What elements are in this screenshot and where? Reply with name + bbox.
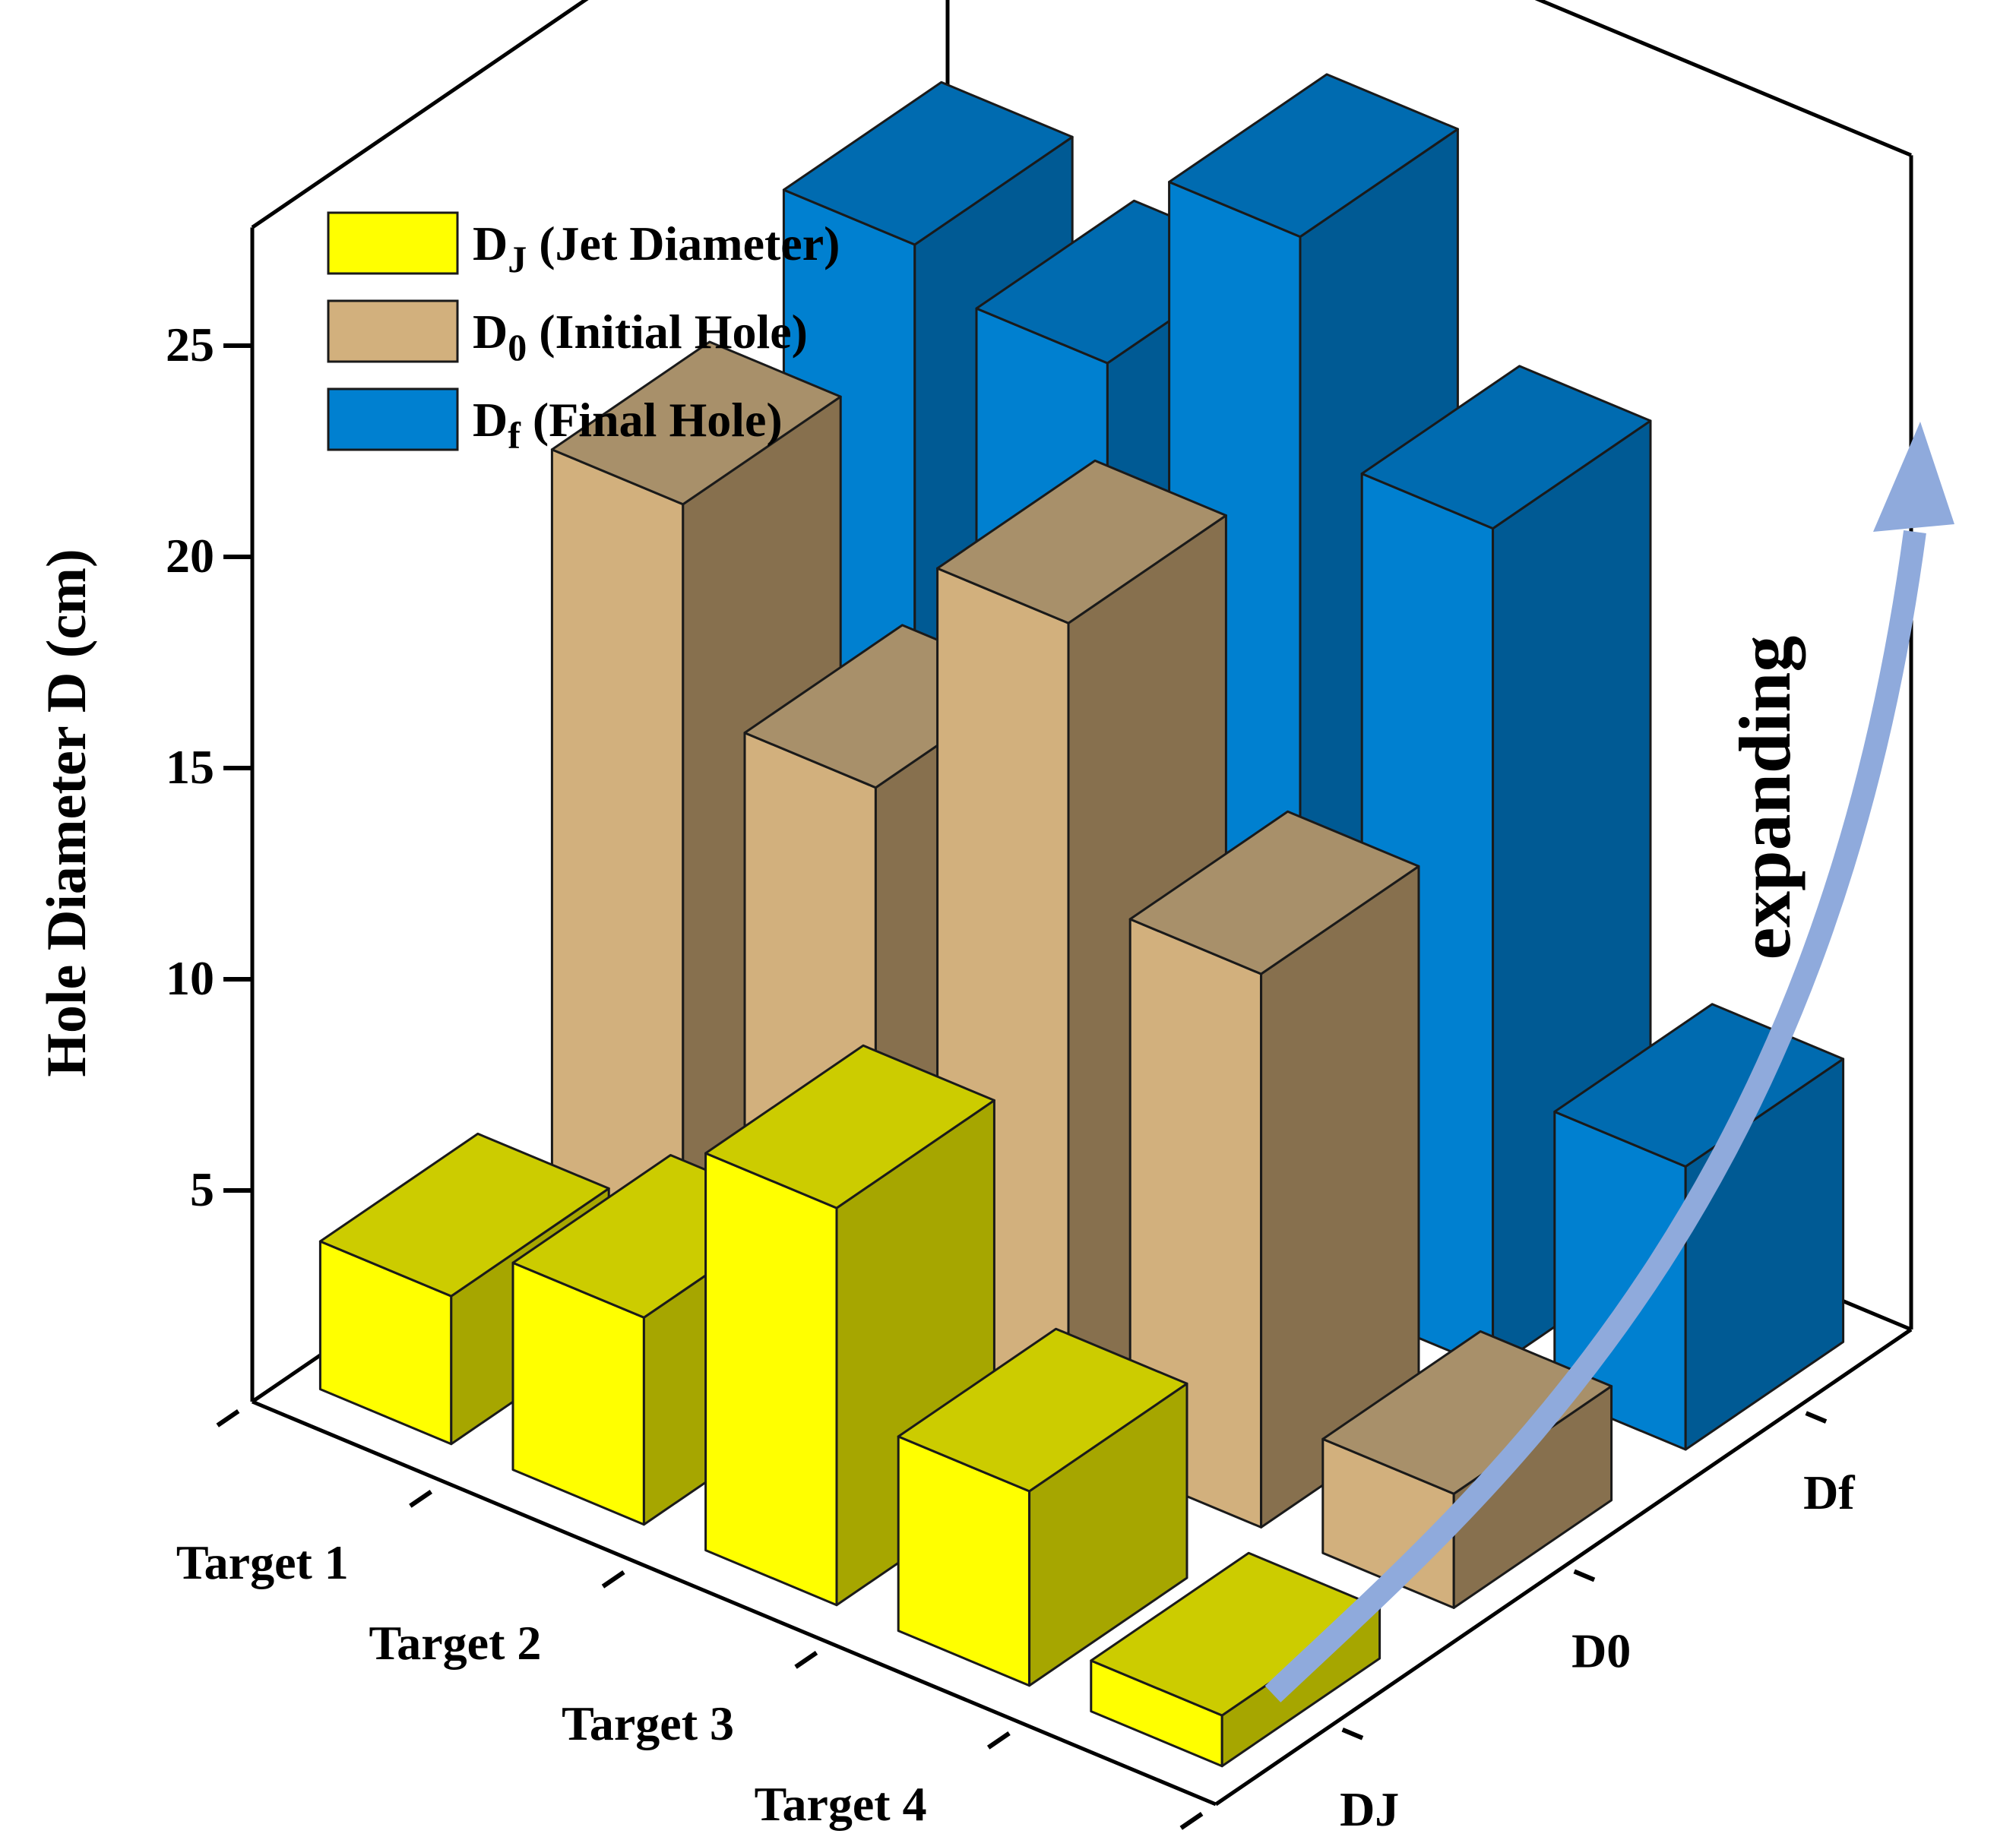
y-axis-title: Hole Diameter D (cm): [36, 549, 98, 1076]
depth-tick: [1573, 1569, 1596, 1582]
depth-tick: [1805, 1411, 1828, 1424]
frame-edge: [252, 1399, 1217, 1807]
x-tick-label-target-4: Target 4: [755, 1777, 927, 1831]
x-tick-label-target-2: Target 2: [369, 1616, 541, 1670]
bar-top-face: [318, 1132, 610, 1298]
legend-swatch-df: [327, 387, 459, 451]
legend-swatch-dj: [327, 211, 459, 275]
depth-tick-label-dj: DJ: [1340, 1782, 1399, 1836]
legend-label-d0: D0 (Initial Hole): [473, 305, 808, 368]
depth-tick-label-df: Df: [1803, 1465, 1855, 1519]
bar-top-face: [550, 340, 842, 506]
x-tick-label-target-3: Target 3: [562, 1696, 734, 1750]
bar-top-face: [1168, 73, 1459, 239]
x-tick: [986, 1731, 1011, 1750]
bar-top-face: [782, 81, 1074, 246]
y-tick-label: 10: [166, 951, 214, 1005]
frame-edge: [1214, 1327, 1913, 1807]
x-tick-label-target-1: Target 1: [176, 1535, 349, 1589]
frame-edge: [1534, 0, 1912, 157]
bar-top-face: [704, 1044, 995, 1209]
depth-tick: [1341, 1728, 1364, 1740]
annotation-group: expanding: [1264, 422, 1954, 1702]
bar-top-face: [1321, 1330, 1613, 1495]
bar-dj-target-4: [897, 1327, 1188, 1687]
expanding-label: expanding: [1724, 636, 1806, 960]
bar-top-face: [936, 459, 1227, 624]
bar-top-face: [897, 1327, 1188, 1493]
frame-edge: [251, 0, 589, 229]
y-tick-label: 20: [166, 529, 214, 583]
y-axis: 5 10 15 20 25: [166, 318, 252, 1216]
expanding-arrow-head: [1873, 422, 1954, 532]
y-tick-label: 5: [190, 1162, 214, 1216]
y-tick-label: 15: [166, 740, 214, 794]
bar-front-face: [704, 1152, 838, 1607]
legend-swatch-d0: [327, 299, 459, 363]
bar-dj-target-5: [1090, 1551, 1381, 1768]
legend-label-df: Df (Final Hole): [473, 393, 783, 457]
x-tick: [794, 1651, 818, 1669]
expanding-arrow: [1264, 530, 1926, 1702]
bar-top-face: [1128, 810, 1420, 975]
x-tick: [1179, 1812, 1204, 1830]
x-tick: [216, 1409, 240, 1427]
legend: DJ (Jet Diameter) D0 (Initial Hole) Df (Fi…: [327, 211, 840, 457]
x-tick: [601, 1570, 625, 1589]
bar-d0-target-4: [1128, 810, 1420, 1529]
depth-tick-label-d0: D0: [1571, 1623, 1631, 1677]
y-tick-label: 25: [166, 318, 214, 371]
legend-label-dj: DJ (Jet Diameter): [473, 217, 840, 280]
depth-axis: DJ D0 Df: [1340, 1411, 1855, 1836]
bar-top-face: [1360, 365, 1652, 530]
x-tick: [409, 1490, 432, 1508]
